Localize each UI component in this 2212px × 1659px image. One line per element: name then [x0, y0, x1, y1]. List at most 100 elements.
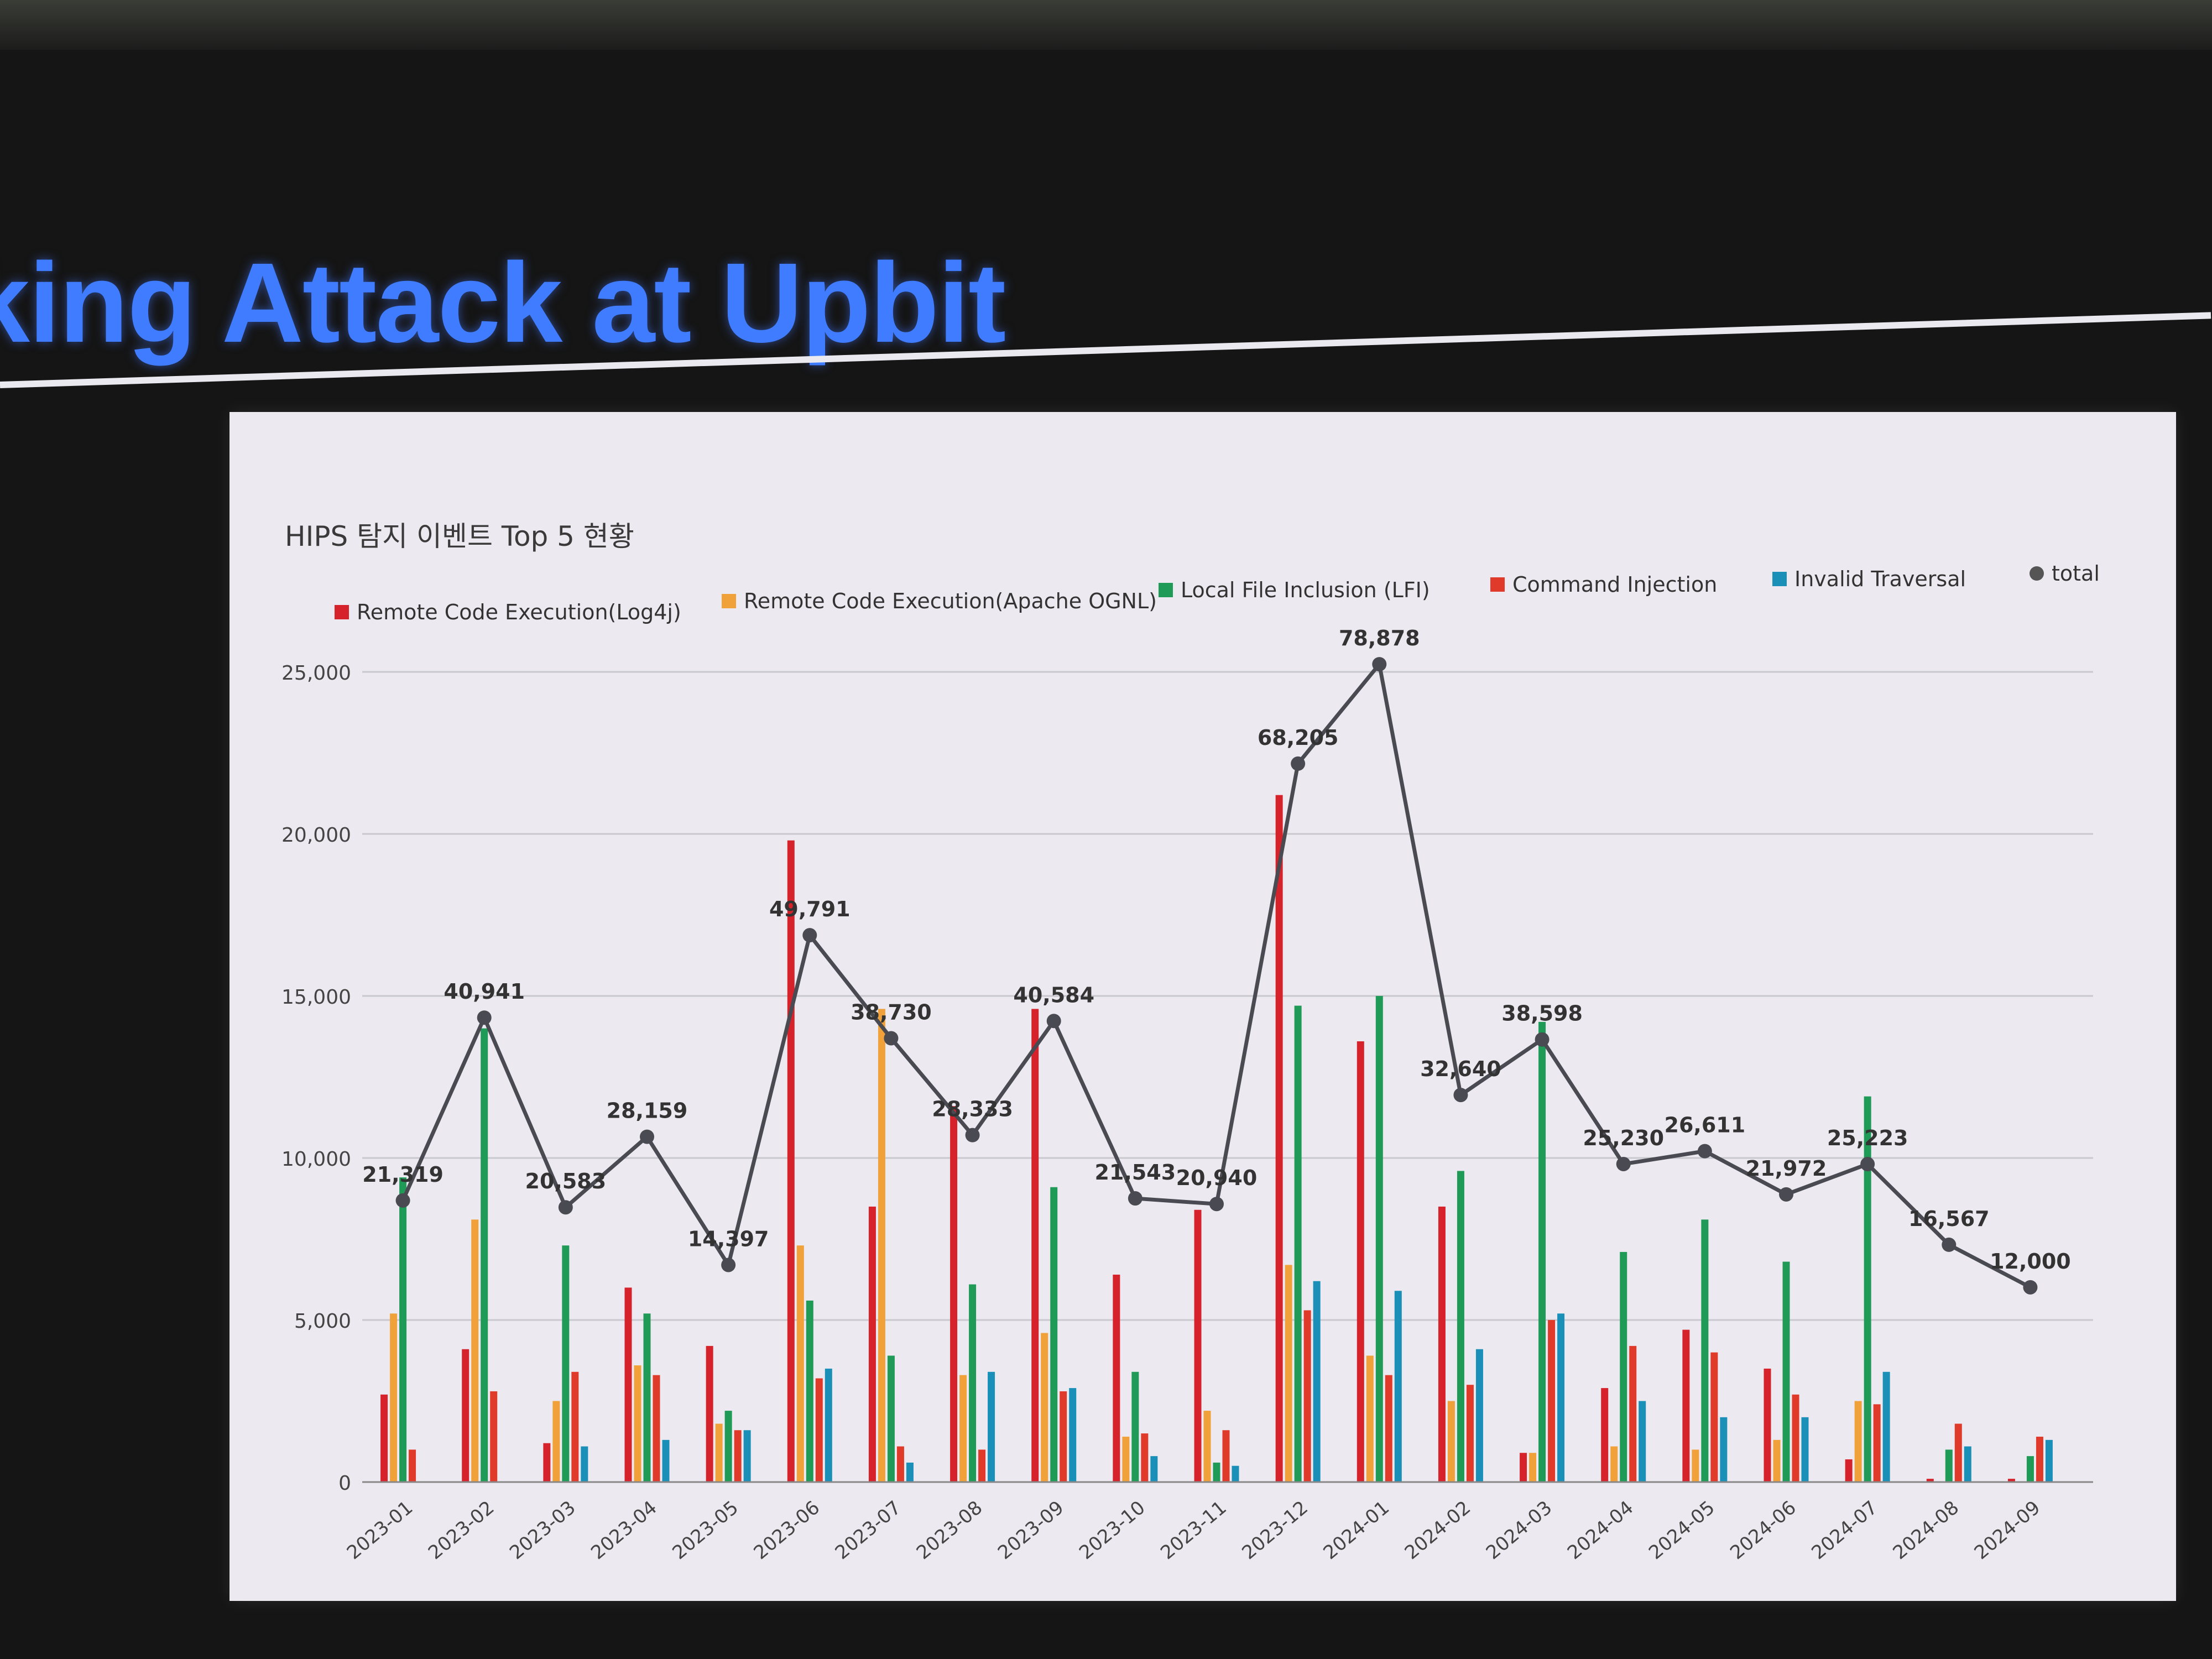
x-tick-label: 2023-01: [343, 1496, 418, 1564]
total-data-label: 25,230: [1583, 1126, 1664, 1150]
bar: [1864, 1096, 1871, 1482]
bar: [1366, 1355, 1374, 1482]
bar: [1213, 1462, 1220, 1482]
bar: [1692, 1449, 1699, 1482]
bar: [571, 1371, 579, 1482]
total-data-label: 21,543: [1095, 1160, 1176, 1185]
bar: [543, 1443, 551, 1482]
bar: [1194, 1209, 1202, 1482]
bar: [1475, 1349, 1483, 1482]
bar: [796, 1245, 804, 1482]
bar: [734, 1430, 742, 1482]
total-point: [1209, 1197, 1224, 1212]
total-point: [477, 1010, 492, 1025]
bar: [724, 1411, 732, 1482]
bar: [1764, 1368, 1771, 1482]
legend-label: Remote Code Execution(Log4j): [357, 600, 681, 624]
bar: [1457, 1171, 1464, 1482]
legend-swatch-dot: [2030, 566, 2044, 581]
bar: [1438, 1206, 1446, 1482]
total-point: [884, 1031, 899, 1046]
bar: [1060, 1391, 1067, 1482]
x-tick-label: 2023-06: [750, 1496, 825, 1564]
bar: [1050, 1187, 1058, 1482]
bar: [1801, 1417, 1809, 1482]
bar: [1529, 1453, 1537, 1482]
x-tick-label: 2023-10: [1075, 1496, 1150, 1564]
x-tick-label: 2023-03: [505, 1496, 580, 1564]
x-tick-label: 2023-08: [912, 1496, 987, 1564]
bar: [399, 1177, 407, 1482]
legend-label: Local File Inclusion (LFI): [1181, 578, 1430, 602]
legend-swatch: [1159, 583, 1173, 597]
bar: [490, 1391, 498, 1482]
bar: [1882, 1371, 1890, 1482]
total-point: [640, 1129, 654, 1144]
bar: [1557, 1313, 1565, 1482]
chart-legend: Remote Code Execution(Log4j) Remote Code…: [229, 412, 2176, 624]
total-data-label: 38,730: [851, 1000, 932, 1024]
y-tick-label: 15,000: [281, 986, 351, 1009]
legend-item-ognl: Remote Code Execution(Apache OGNL): [722, 589, 1157, 613]
total-data-label: 26,611: [1665, 1113, 1746, 1138]
total-point: [1616, 1156, 1631, 1171]
bar: [1964, 1446, 1971, 1482]
total-data-label: 68,205: [1258, 726, 1339, 750]
total-point: [1128, 1191, 1142, 1206]
total-data-label: 28,159: [607, 1099, 688, 1123]
bar: [1701, 1219, 1709, 1482]
bar: [1375, 996, 1383, 1482]
bar: [715, 1423, 723, 1482]
bar: [1031, 1009, 1039, 1482]
bar: [1303, 1310, 1311, 1482]
bar: [1782, 1261, 1790, 1482]
bar: [815, 1378, 823, 1482]
x-tick-label: 2024-06: [1726, 1496, 1801, 1564]
bar: [1954, 1423, 1962, 1482]
bar: [1385, 1375, 1392, 1482]
x-tick-label: 2023-05: [668, 1496, 743, 1564]
y-tick-label: 10,000: [281, 1148, 351, 1171]
total-point: [1453, 1088, 1468, 1103]
legend-label: Remote Code Execution(Apache OGNL): [744, 589, 1157, 613]
legend-label: Invalid Traversal: [1794, 567, 1966, 591]
bar: [653, 1375, 660, 1482]
bar: [950, 1106, 958, 1482]
bar: [896, 1446, 904, 1482]
x-tick-label: 2023-04: [587, 1496, 661, 1564]
bar: [1548, 1320, 1556, 1482]
bar: [1845, 1459, 1853, 1482]
total-point: [1046, 1014, 1061, 1029]
bar: [462, 1349, 469, 1482]
bar: [978, 1449, 986, 1482]
bar: [1682, 1329, 1690, 1482]
bar: [743, 1430, 751, 1482]
bar: [1520, 1453, 1527, 1482]
total-data-label: 21,972: [1746, 1156, 1827, 1181]
bar: [390, 1313, 398, 1482]
bar: [1466, 1385, 1474, 1482]
bar: [1357, 1041, 1364, 1482]
bar: [624, 1287, 632, 1482]
x-tick-label: 2024-01: [1319, 1496, 1394, 1564]
total-data-label: 25,223: [1827, 1126, 1908, 1150]
bar: [1945, 1449, 1953, 1482]
x-tick-label: 2024-05: [1645, 1496, 1719, 1564]
bar: [581, 1446, 588, 1482]
total-point: [1779, 1187, 1793, 1202]
bar: [1639, 1401, 1646, 1482]
total-data-label: 38,598: [1501, 1001, 1583, 1026]
x-tick-label: 2023-07: [831, 1496, 906, 1564]
bar: [1394, 1291, 1402, 1482]
bar: [662, 1439, 670, 1482]
total-point: [802, 928, 817, 943]
chart-title: HIPS 탐지 이벤트 Top 5 현황: [285, 520, 634, 552]
bar: [1150, 1456, 1158, 1482]
x-tick-label: 2024-07: [1807, 1496, 1882, 1564]
bar: [1131, 1371, 1139, 1482]
total-point: [1697, 1144, 1712, 1159]
bar: [1792, 1394, 1799, 1482]
legend-label: Command Injection: [1512, 572, 1718, 597]
total-data-label: 14,397: [688, 1227, 769, 1251]
bar: [825, 1368, 832, 1482]
